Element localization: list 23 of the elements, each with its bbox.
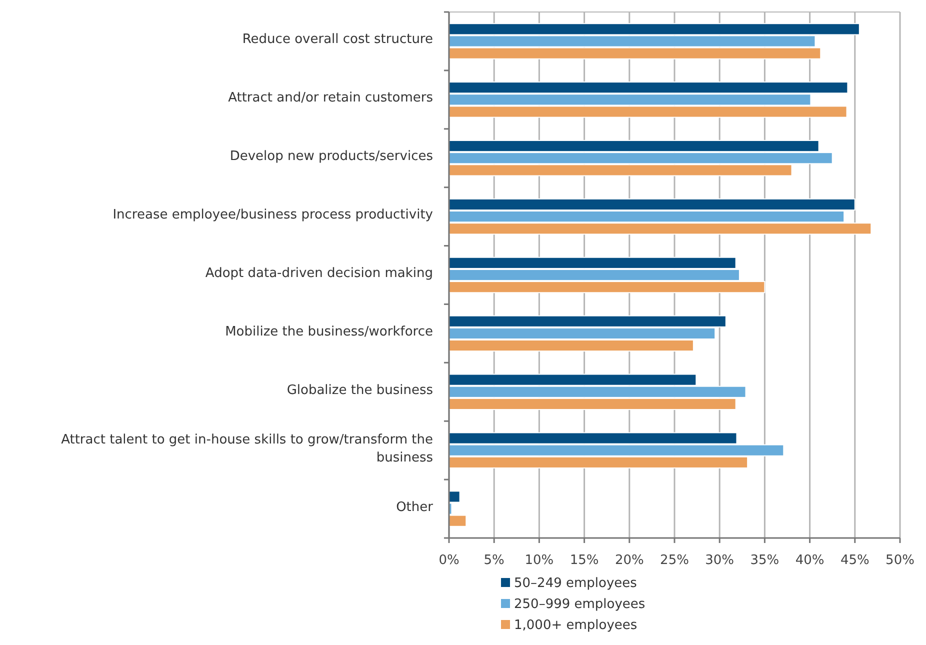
x-tick-label: 15% [570,553,599,568]
y-tick-label: Adopt data-driven decision making [205,266,433,281]
legend-label: 1,000+ employees [514,618,638,633]
x-tick-label: 0% [438,553,460,568]
x-tick-label: 30% [705,553,734,568]
y-tick-label: Mobilize the business/workforce [225,324,433,340]
legend-label: 250–999 employees [514,597,646,612]
y-tick-label: Globalize the business [286,382,434,398]
legend-label: 50–249 employees [514,576,638,591]
y-tick-label: Develop new products/services [230,149,434,164]
y-tick-label: Other [396,500,434,515]
x-tick-label: 25% [660,553,689,568]
y-tick-label: Reduce overall cost structure [242,32,433,48]
x-tick-label: 40% [795,553,824,568]
x-tick-label: 20% [614,553,644,568]
x-tick-label: 35% [750,553,780,568]
x-tick-label: 50% [886,553,914,568]
y-tick-label: Attract talent to get in-house skills to grow/transform the business [61,432,434,466]
y-tick-label: Attract and/or retain customers [228,90,434,106]
x-tick-label: 5% [484,553,504,568]
x-tick-label: 10% [524,553,554,568]
x-tick-label: 45% [840,553,870,568]
y-tick-label: Increase employee/business process productivity [112,208,434,223]
